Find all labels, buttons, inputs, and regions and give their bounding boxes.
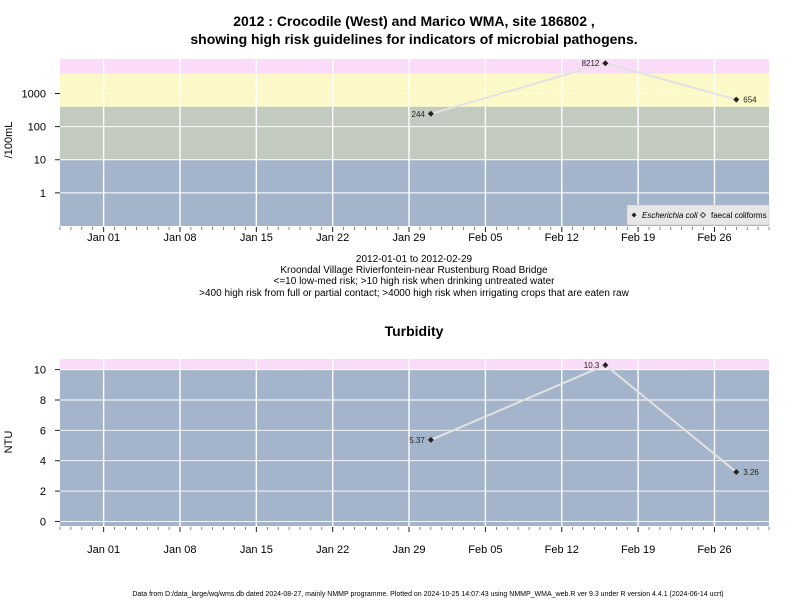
x-tick-label: Feb 26 <box>697 232 731 244</box>
data-point <box>602 362 609 369</box>
y-tick-label: 0 <box>40 516 46 528</box>
risk-band-0 <box>60 369 769 526</box>
y-tick-label: 100 <box>28 122 46 134</box>
x-tick-label: Jan 15 <box>240 544 273 556</box>
chart2-plot-area: Jan 01 Jan 08 Jan 15 Jan 22 Jan 29 Feb 05 Feb … <box>34 359 770 556</box>
risk-band-1 <box>60 359 769 370</box>
data-point <box>602 60 609 67</box>
chart1-title-line1: 2012 : Crocodile (West) and Marico WMA, … <box>233 13 595 29</box>
footer-note: Data from D:/data_large/wq/wms.db dated … <box>132 591 723 598</box>
risk-band-3 <box>60 59 769 74</box>
chart1-title-line2: showing high risk guidelines for indicat… <box>190 31 637 47</box>
data-label: 5.37 <box>409 436 425 445</box>
data-point <box>427 110 434 117</box>
x-tick-label: Feb 05 <box>468 544 502 556</box>
x-tick-label: Jan 08 <box>163 544 196 556</box>
chart1-legend: Escherichia coli faecal coliforms <box>626 204 770 226</box>
chart1-caption-2: Kroondal Village Rivierfontein-near Rust… <box>280 265 548 276</box>
y-tick-label: 6 <box>40 425 46 437</box>
risk-band-1 <box>60 106 769 160</box>
y-tick-label: 10 <box>34 365 46 377</box>
x-tick-label: Feb 05 <box>468 232 502 244</box>
y-tick-label: 1 <box>40 188 46 200</box>
x-tick-label: Jan 29 <box>393 544 426 556</box>
legend-box <box>626 204 770 226</box>
x-tick-label: Feb 19 <box>621 232 655 244</box>
x-tick-label: Jan 01 <box>87 544 120 556</box>
data-label: 654 <box>743 96 757 105</box>
chart2-title: Turbidity <box>385 323 444 339</box>
data-label: 10.3 <box>584 361 600 370</box>
chart1-caption-4: >400 high risk from full or partial cont… <box>199 288 629 299</box>
x-tick-label: Feb 26 <box>697 544 731 556</box>
x-tick-label: Feb 12 <box>545 232 579 244</box>
x-tick-label: Jan 22 <box>316 232 349 244</box>
y-tick-label: 10 <box>34 155 46 167</box>
chart1-ylabel: /100mL <box>3 122 15 159</box>
x-tick-label: Jan 22 <box>316 544 349 556</box>
x-tick-label: Feb 12 <box>545 544 579 556</box>
legend-faecal-marker <box>699 211 707 219</box>
y-tick-label: 8 <box>40 395 46 407</box>
x-tick-label: Jan 08 <box>163 232 196 244</box>
chart1-caption-3: <=10 low-med risk; >10 high risk when dr… <box>274 276 556 287</box>
risk-band-2 <box>60 73 769 107</box>
x-tick-label: Jan 01 <box>87 232 120 244</box>
x-tick-label: Feb 19 <box>621 544 655 556</box>
chart1-plot-area: Jan 01 Jan 08 Jan 15 Jan 22 Jan 29 Feb 05 Feb … <box>22 59 770 244</box>
data-label: 244 <box>412 110 426 119</box>
data-point <box>733 96 740 103</box>
x-tick-label: Jan 29 <box>393 232 426 244</box>
legend-entry-ecoli: Escherichia coli <box>642 211 698 220</box>
legend-ecoli-marker <box>631 212 637 218</box>
chart2-ylabel: NTU <box>3 431 15 454</box>
y-tick-label: 4 <box>40 456 46 468</box>
chart1-caption-1: 2012-01-01 to 2012-02-29 <box>356 254 473 265</box>
legend-entry-faecal: faecal coliforms <box>711 211 767 220</box>
y-tick-label: 2 <box>40 486 46 498</box>
y-tick-label: 1000 <box>22 88 46 100</box>
data-point <box>427 436 434 443</box>
data-label: 3.26 <box>743 468 759 477</box>
data-label: 8212 <box>582 59 600 68</box>
x-tick-label: Jan 15 <box>240 232 273 244</box>
data-point <box>733 468 740 475</box>
